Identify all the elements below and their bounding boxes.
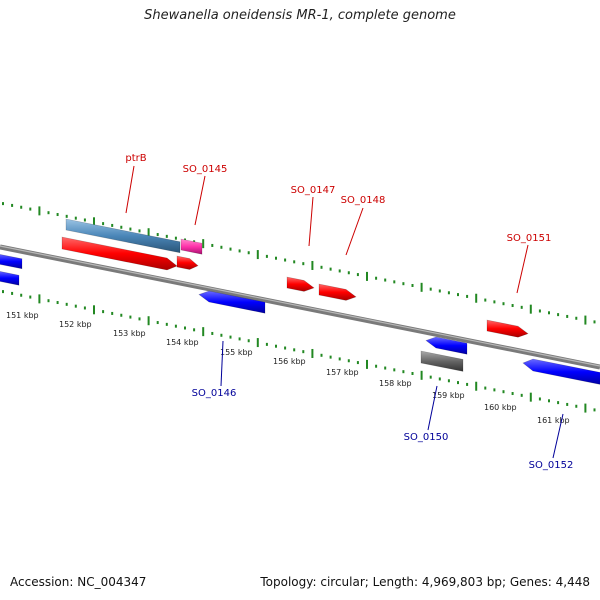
- gene-leader-line: [220, 340, 224, 387]
- topology-summary: Topology: circular; Length: 4,969,803 bp…: [260, 575, 590, 589]
- gene-label: SO_0148: [341, 195, 386, 206]
- scale-label: 160 kbp: [484, 403, 517, 412]
- gene-label: SO_0152: [529, 460, 574, 471]
- genome-backbone-highlight: [0, 245, 600, 367]
- scale-label: 154 kbp: [166, 338, 199, 347]
- gene-features[interactable]: [0, 218, 600, 385]
- gene-label: ptrB: [125, 153, 146, 164]
- gene-SO_0148[interactable]: [318, 283, 357, 301]
- gene-leader-line: [427, 385, 438, 431]
- gene-label: SO_0147: [291, 185, 336, 196]
- scale-label: 161 kbp: [537, 416, 570, 425]
- gene-leader-line: [516, 244, 529, 294]
- gene-leader-line: [308, 196, 314, 247]
- gene-SO_0151[interactable]: [486, 319, 529, 338]
- gene-label: SO_0145: [183, 164, 228, 175]
- gene-label: SO_0151: [507, 233, 552, 244]
- gene-leader-line: [194, 175, 206, 226]
- gene-leader-line: [345, 207, 364, 256]
- scale-label: 152 kbp: [59, 320, 92, 329]
- scale-label: 157 kbp: [326, 368, 359, 377]
- genome-backbone: [0, 244, 600, 370]
- gene-leader-line: [125, 165, 135, 214]
- scale-label: 159 kbp: [432, 391, 465, 400]
- gene-forward[interactable]: [176, 255, 199, 270]
- gene-SO_0145[interactable]: [180, 238, 203, 255]
- map-title: Shewanella oneidensis MR-1, complete gen…: [144, 8, 456, 23]
- scale-label: 153 kbp: [113, 329, 146, 338]
- gene-SO_0147[interactable]: [286, 276, 315, 292]
- gene-forward[interactable]: [61, 236, 178, 271]
- scale-labels: 151 kbp 152 kbp 153 kbp 154 kbp 155 kbp 156 k…: [6, 311, 570, 425]
- gene-leader-line: [552, 413, 564, 459]
- gene-label: SO_0146: [192, 388, 237, 399]
- gene-labels: ptrB SO_0145 SO_0146 SO_0147 SO_0148 SO_0150 S…: [125, 153, 573, 471]
- scale-label: 151 kbp: [6, 311, 39, 320]
- gene-ptrB[interactable]: [65, 218, 181, 254]
- gene-SO_0146[interactable]: [198, 290, 266, 314]
- gene-fragment-left[interactable]: [0, 254, 23, 270]
- accession-text: Accession: NC_004347: [10, 575, 147, 589]
- scale-label: 156 kbp: [273, 357, 306, 366]
- gene-SO_0152[interactable]: [522, 358, 600, 385]
- reverse-tick-track: [2, 290, 596, 413]
- scale-label: 158 kbp: [379, 379, 412, 388]
- gene-reverse[interactable]: [425, 336, 468, 355]
- gene-label: SO_0150: [404, 432, 449, 443]
- scale-label: 155 kbp: [220, 348, 253, 357]
- gene-fragment-left[interactable]: [0, 271, 20, 286]
- gene-SO_0150[interactable]: [420, 350, 464, 372]
